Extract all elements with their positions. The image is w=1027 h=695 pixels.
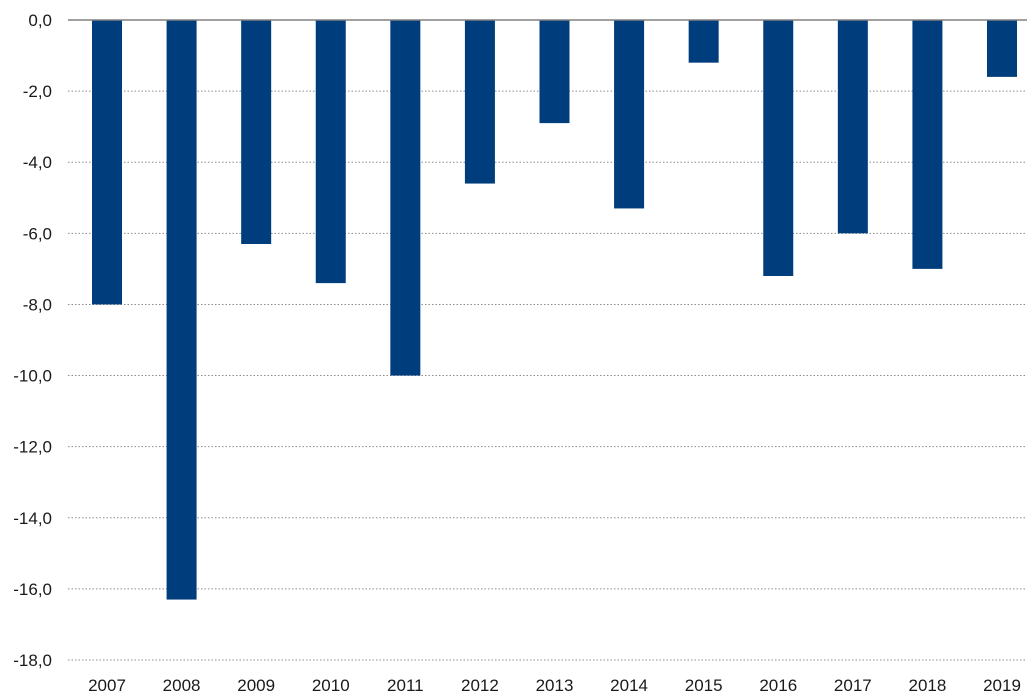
bar-2007 [92, 20, 122, 305]
x-tick-label: 2008 [163, 676, 201, 695]
y-tick-label: -8,0 [23, 295, 52, 314]
x-tick-label: 2013 [536, 676, 574, 695]
y-tick-label: -10,0 [13, 367, 52, 386]
bar-2014 [614, 20, 645, 209]
x-tick-label: 2011 [387, 676, 424, 695]
bar-2015 [688, 20, 719, 63]
x-tick-label: 2014 [610, 676, 648, 695]
x-axis: 2007 2008 2009 2010 2011 2012 2013 2014 2015 2016… [88, 676, 1021, 695]
y-tick-label: -16,0 [13, 580, 52, 599]
x-tick-label: 2015 [685, 676, 723, 695]
y-tick-label: 0,0 [28, 11, 52, 30]
y-tick-label: -2,0 [23, 82, 52, 101]
bar-2010 [315, 20, 346, 284]
x-tick-label: 2009 [237, 676, 275, 695]
bar-2011 [390, 20, 421, 376]
y-tick-label: -6,0 [23, 224, 52, 243]
x-tick-label: 2019 [983, 676, 1021, 695]
x-tick-label: 2012 [461, 676, 499, 695]
x-tick-label: 2018 [909, 676, 947, 695]
bars [92, 20, 1017, 600]
gridlines [68, 90, 1027, 661]
bar-2019 [987, 20, 1017, 77]
x-tick-label: 2007 [88, 676, 126, 695]
y-axis: 0,0 -2,0 -4,0 -6,0 -8,0 -10,0 -12,0 -14,0 -16,0 -… [13, 11, 52, 670]
x-tick-label: 2010 [312, 676, 350, 695]
bar-2008 [166, 20, 197, 600]
y-tick-label: -18,0 [13, 651, 52, 670]
bar-2013 [539, 20, 570, 124]
bar-2009 [241, 20, 272, 244]
bar-2012 [464, 20, 495, 184]
y-tick-label: -12,0 [13, 438, 52, 457]
y-tick-label: -14,0 [13, 509, 52, 528]
y-tick-label: -4,0 [23, 153, 52, 172]
x-tick-label: 2017 [834, 676, 872, 695]
bar-2017 [837, 20, 868, 234]
x-tick-label: 2016 [759, 676, 797, 695]
bar-2018 [912, 20, 943, 269]
bar-2016 [763, 20, 794, 276]
